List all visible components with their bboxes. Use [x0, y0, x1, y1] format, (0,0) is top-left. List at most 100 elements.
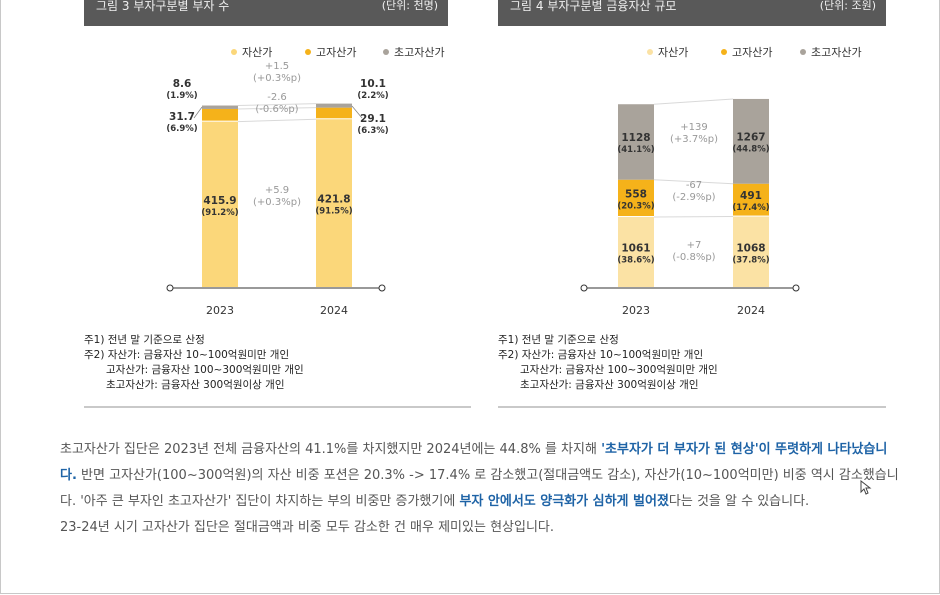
- change-value-1: -67: [686, 180, 702, 191]
- x-axis-end-dot: [792, 284, 800, 292]
- value-label-2024-2: 10.1: [360, 78, 386, 90]
- bar-2023-1: [202, 108, 238, 121]
- p1-highlight-2: 부자 안에서도 양극화가 심하게 벌어졌: [459, 494, 669, 509]
- connector-line-1: [653, 179, 734, 185]
- leader-line-0: [193, 106, 203, 119]
- share-label-2024-1: (6.3%): [357, 126, 388, 136]
- note-1: 주1) 전년 말 기준으로 산정: [498, 334, 619, 346]
- x-tick-label-2023: 2023: [206, 304, 234, 317]
- value-label-2023-1: 31.7: [169, 111, 195, 123]
- note-3: 고자산가: 금융자산 100~300억원미만 개인: [520, 364, 718, 376]
- change-pp-2: (+0.3%p): [253, 73, 301, 84]
- value-label-2024-2: 1267: [736, 131, 765, 143]
- share-label-2023-0: (91.2%): [201, 208, 238, 218]
- bar-2023-2: [202, 105, 238, 109]
- note-3: 고자산가: 금융자산 100~300억원미만 개인: [106, 364, 304, 376]
- legend-label-2: 초고자산가: [811, 46, 862, 59]
- share-label-2024-2: (44.8%): [732, 144, 769, 154]
- share-label-2023-0: (38.6%): [617, 256, 654, 266]
- bar-2024-0: [316, 119, 352, 287]
- bar-2024-2: [733, 98, 769, 184]
- x-tick-label-2024: 2024: [737, 304, 765, 317]
- bar-2024-1: [316, 107, 352, 119]
- change-value-1: -2.6: [267, 92, 287, 103]
- x-tick-label-2023: 2023: [622, 304, 650, 317]
- article-body: 초고자산가 집단은 2023년 전체 금융자산의 41.1%를 차지했지만 20…: [60, 437, 900, 541]
- change-pp-1: (-0.6%p): [255, 104, 298, 115]
- x-axis-end-dot: [378, 284, 386, 292]
- legend-label-0: 자산가: [242, 46, 272, 59]
- bar-2024-0: [733, 216, 769, 287]
- share-label-2024-2: (2.2%): [357, 91, 388, 101]
- change-pp-1: (-2.9%p): [672, 192, 715, 203]
- value-label-2024-1: 29.1: [360, 113, 386, 125]
- p1-highlight-1: '초부자가 더 부자가 된 현상'이 뚜렷하게 나타났습니다.: [60, 442, 888, 483]
- note-2: 주2) 자산가: 금융자산 10~100억원미만 개인: [84, 349, 290, 361]
- chart2-notes: 주1) 전년 말 기준으로 산정 주2) 자산가: 금융자산 10~100억원미…: [498, 333, 718, 393]
- change-value-2: +139: [680, 122, 707, 133]
- p1-text-b: 반면 고자산가(100~300억원)의 자산 비중 포션은 20.3% -> 1…: [60, 468, 899, 509]
- share-label-2023-2: (41.1%): [617, 145, 654, 155]
- legend-label-0: 자산가: [658, 46, 688, 59]
- value-label-2024-1: 491: [740, 190, 762, 202]
- chart2-divider: [498, 406, 886, 408]
- change-pp-0: (+0.3%p): [253, 197, 301, 208]
- value-label-2024-0: 1068: [736, 242, 765, 254]
- value-label-2023-0: 1061: [621, 243, 650, 255]
- chart2-title: 그림 4 부자구분별 금융자산 규모: [510, 0, 677, 13]
- share-label-2023-1: (6.9%): [166, 124, 197, 134]
- legend-label-1: 고자산가: [732, 46, 772, 59]
- chart1-svg: 자산가 고자산가 초고자산가 2023 2024 415.9(91.2%) 421.8(91…: [166, 46, 445, 317]
- connector-line-2: [237, 103, 317, 107]
- x-tick-label-2024: 2024: [320, 304, 348, 317]
- legend-marker-0: [231, 49, 237, 55]
- legend-label-1: 고자산가: [316, 46, 356, 59]
- change-pp-2: (+3.7%p): [670, 134, 718, 145]
- connector-line-1: [237, 107, 317, 110]
- value-label-2024-0: 421.8: [317, 194, 350, 206]
- legend-marker-2: [383, 49, 389, 55]
- chart1-title-bar: 그림 3 부자구분별 부자 수 (단위: 천명): [84, 0, 448, 26]
- share-label-2024-0: (37.8%): [732, 255, 769, 265]
- p1-text-a: 초고자산가 집단은 2023년 전체 금융자산의 41.1%를 차지했지만 20…: [60, 442, 602, 457]
- value-label-2023-0: 415.9: [203, 195, 236, 207]
- x-axis-start-dot: [166, 284, 174, 292]
- bar-2023-1: [618, 179, 654, 217]
- bar-2023-2: [618, 104, 654, 180]
- legend-label-2: 초고자산가: [394, 46, 445, 59]
- share-label-2023-2: (1.9%): [166, 91, 197, 101]
- leader-line-1: [351, 105, 363, 119]
- bar-2023-0: [202, 121, 238, 287]
- chart1-divider: [84, 406, 471, 408]
- legend-marker-1: [305, 49, 311, 55]
- mouse-cursor-icon: [860, 480, 872, 495]
- connector-line-2: [653, 98, 734, 105]
- x-axis-start-dot: [580, 284, 588, 292]
- note-4: 초고자산가: 금융자산 300억원이상 개인: [520, 379, 699, 391]
- chart1-notes: 주1) 전년 말 기준으로 산정 주2) 자산가: 금융자산 10~100억원미…: [84, 333, 304, 393]
- note-1: 주1) 전년 말 기준으로 산정: [84, 334, 205, 346]
- legend-marker-1: [721, 49, 727, 55]
- change-value-0: +7: [687, 240, 702, 251]
- change-pp-0: (-0.8%p): [672, 252, 715, 263]
- value-label-2023-2: 1128: [621, 132, 650, 144]
- change-value-0: +5.9: [265, 185, 289, 196]
- legend-marker-0: [647, 49, 653, 55]
- chart1-title: 그림 3 부자구분별 부자 수: [96, 0, 230, 13]
- paragraph-2: 23-24년 시기 고자산가 집단은 절대금액과 비중 모두 감소한 건 매우 …: [60, 520, 555, 535]
- change-value-2: +1.5: [265, 61, 289, 72]
- note-4: 초고자산가: 금융자산 300억원이상 개인: [106, 379, 285, 391]
- chart2-unit: (단위: 조원): [819, 0, 876, 12]
- connector-line-0: [237, 118, 317, 123]
- value-label-2023-2: 8.6: [173, 78, 192, 90]
- legend-marker-2: [800, 49, 806, 55]
- chart1-unit: (단위: 천명): [381, 0, 438, 12]
- chart2-title-bar: 그림 4 부자구분별 금융자산 규모 (단위: 조원): [498, 0, 886, 26]
- p1-text-c: 다는 것을 알 수 있습니다.: [668, 494, 810, 509]
- share-label-2024-0: (91.5%): [315, 207, 352, 217]
- bar-2024-1: [733, 183, 769, 216]
- bar-2024-2: [316, 103, 352, 108]
- chart2-svg: 자산가 고자산가 초고자산가 2023 2024 1061(38.6%) 1068(37.8…: [580, 46, 862, 317]
- paragraph-1: 초고자산가 집단은 2023년 전체 금융자산의 41.1%를 차지했지만 20…: [60, 437, 900, 515]
- note-2: 주2) 자산가: 금융자산 10~100억원미만 개인: [498, 349, 704, 361]
